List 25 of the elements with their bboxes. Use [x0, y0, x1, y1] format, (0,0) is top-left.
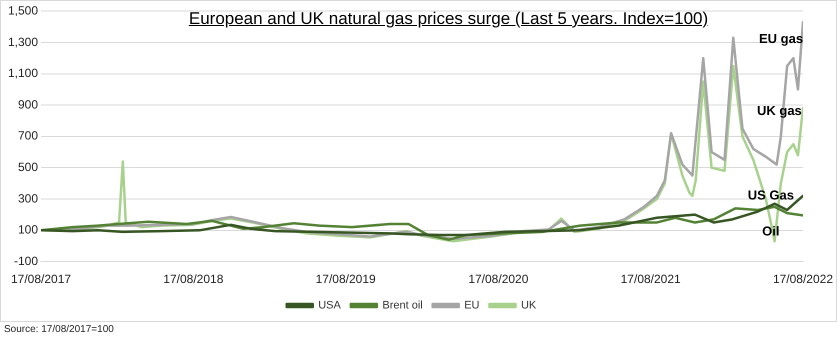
x-tick-label: 17/08/2017 — [11, 272, 72, 286]
y-tick-label: 1,300 — [8, 34, 38, 49]
y-tick-label: 700 — [18, 128, 38, 143]
y-tick-label: 500 — [18, 160, 38, 174]
y-tick-label: 1,500 — [8, 4, 38, 18]
source-note: Source: 17/08/2017=100 — [3, 323, 115, 337]
y-tick-label: 100 — [18, 222, 38, 237]
y-tick-label: -100 — [14, 254, 38, 268]
y-tick-label: 1,100 — [8, 66, 38, 80]
chart-title: European and UK natural gas prices surge (Last 5 years. Index=100) — [188, 9, 708, 28]
x-tick-label: 17/08/2019 — [316, 272, 376, 286]
x-tick-label: 17/08/2020 — [468, 272, 529, 286]
legend-label: USA — [318, 300, 342, 312]
annotation: US Gas — [748, 187, 794, 202]
annotation: UK gas — [757, 103, 802, 118]
annotation: Oil — [762, 223, 780, 238]
legend-label: Brent oil — [382, 300, 423, 312]
y-tick-label: 300 — [18, 191, 38, 206]
y-tick-label: 900 — [18, 97, 38, 112]
annotation: EU gas — [759, 31, 804, 46]
legend-label: EU — [464, 300, 480, 312]
x-tick-label: 17/08/2018 — [163, 272, 224, 286]
legend-label: UK — [520, 300, 537, 312]
x-tick-label: 17/08/2021 — [620, 272, 682, 286]
x-tick-label: 17/08/2022 — [772, 272, 834, 286]
